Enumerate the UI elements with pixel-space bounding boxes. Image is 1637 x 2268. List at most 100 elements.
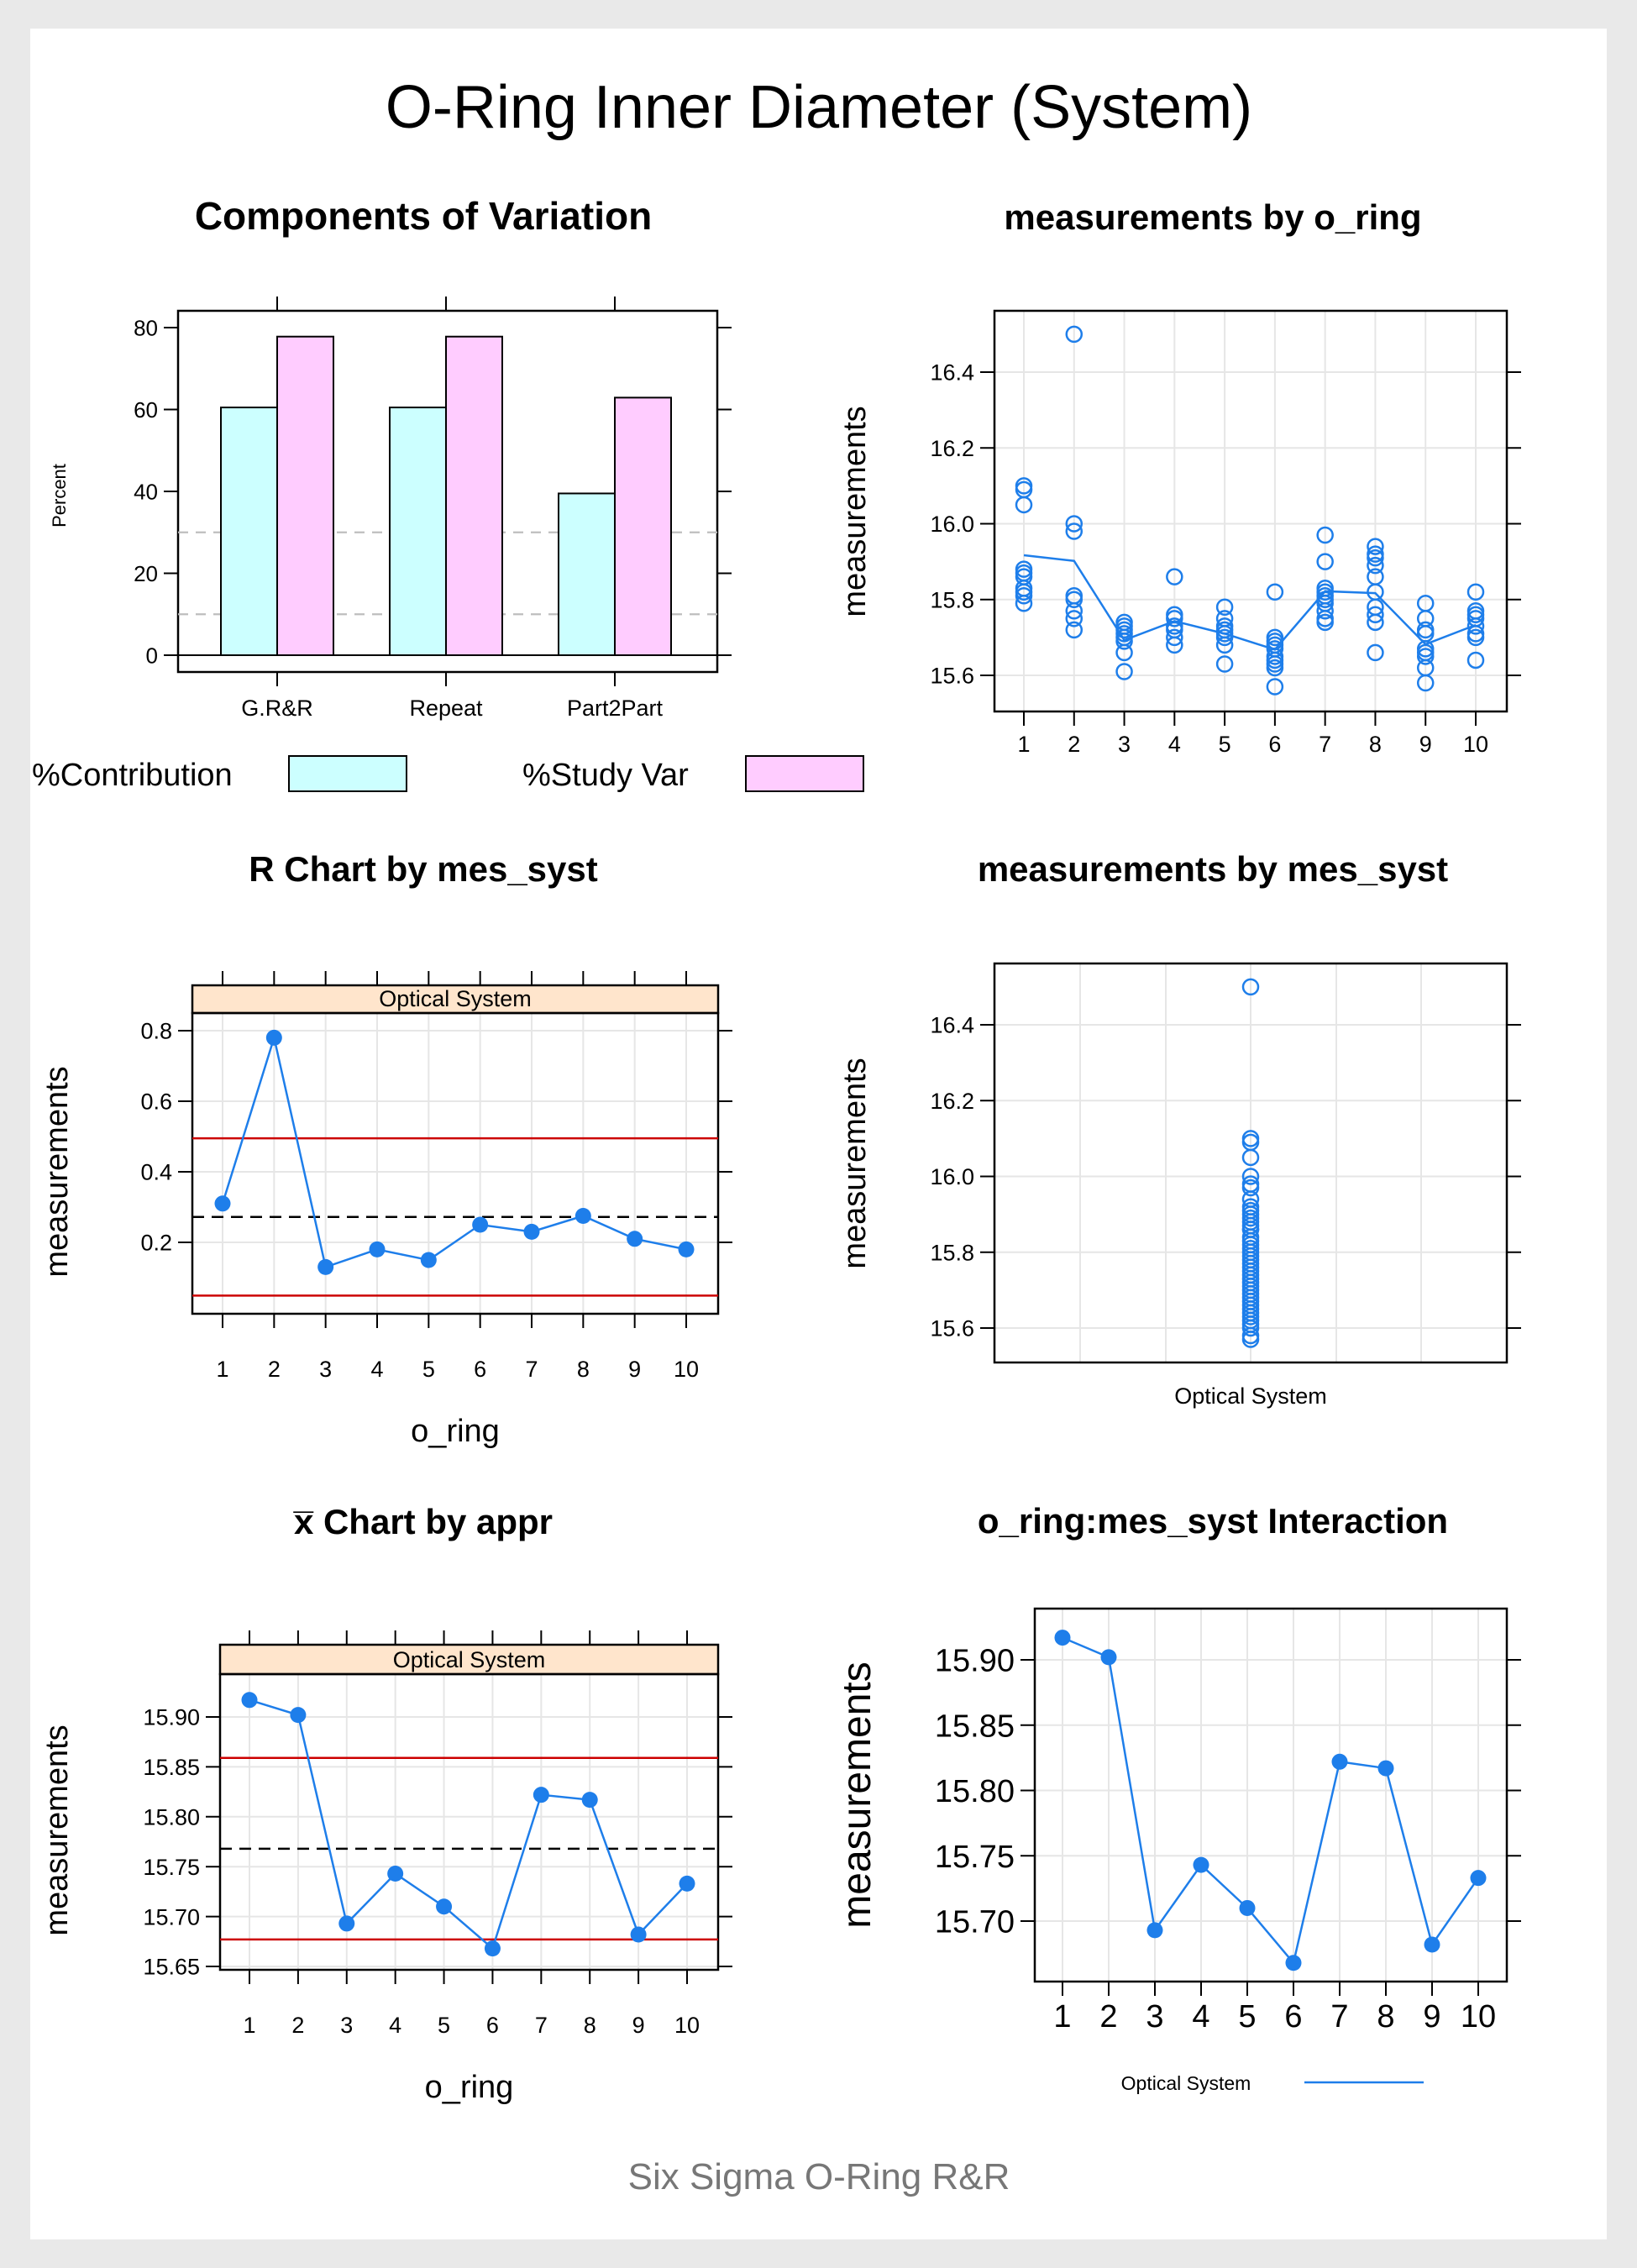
r-chart-xtick-label: 5: [422, 1357, 435, 1382]
xbar-chart-series-line: [249, 1698, 688, 1950]
xbar-chart-xtick-label: 4: [389, 2013, 401, 2038]
interaction-xtick-label: 2: [1099, 1999, 1117, 2034]
interaction-ytick-label: 15.90: [935, 1644, 1015, 1679]
by-syst-ylabel: measurements: [837, 1058, 873, 1268]
xbar-chart: x̅ Chart by appr Optical System 15.65 15.7…: [39, 1502, 732, 2105]
r-chart-point: [265, 1029, 282, 1046]
xbar-chart-xtick-label: 8: [584, 2013, 596, 2038]
interaction-xtick-label: 4: [1192, 1999, 1209, 2034]
measurement-point: [1215, 598, 1234, 617]
r-chart-xlabel: o_ring: [411, 1414, 500, 1449]
components-ytick-label: 0: [146, 643, 158, 668]
bar-study-var: [276, 335, 334, 656]
strip-header: [218, 1643, 720, 1676]
r-chart-ytick-label: 0.4: [140, 1160, 172, 1185]
xbar-chart-point: [630, 1926, 647, 1943]
r-chart-xtick-label: 1: [216, 1357, 228, 1382]
by-oring-xtick-label: 4: [1168, 732, 1181, 757]
r-chart-xtick-label: 10: [674, 1357, 699, 1382]
xbar-chart-point: [533, 1787, 549, 1803]
measurement-point: [1215, 636, 1234, 654]
components-ytick-label: 20: [134, 561, 158, 586]
main-title: O-Ring Inner Diameter (System): [386, 74, 1252, 141]
r-chart-title: R Chart by mes_syst: [249, 849, 598, 889]
category-label: Optical System: [1174, 1383, 1327, 1409]
r-chart-ytick-label: 0.6: [140, 1089, 172, 1115]
interaction-xtick-label: 3: [1146, 1999, 1163, 2034]
measurement-point: [1241, 1179, 1260, 1197]
xbar-chart-point: [484, 1940, 501, 1957]
measurement-point: [1115, 633, 1133, 650]
interaction-series-line: [1062, 1636, 1480, 1966]
measurement-point: [1166, 636, 1183, 654]
xbar-chart-ytick-label: 15.75: [143, 1855, 200, 1880]
measurement-point: [1241, 978, 1260, 996]
interaction-point: [1424, 1936, 1440, 1953]
measurement-point: [1241, 1319, 1260, 1337]
by-oring-xtick-label: 3: [1118, 732, 1131, 757]
by-oring-xtick-label: 9: [1419, 732, 1432, 757]
strip-label: Optical System: [379, 986, 532, 1011]
interaction-point: [1331, 1753, 1348, 1770]
by-oring-title: measurements by o_ring: [1004, 197, 1421, 237]
bar-contribution: [558, 492, 616, 656]
xbar-chart-xtick-label: 10: [674, 2013, 700, 2038]
legend-swatch-contribution: [288, 755, 407, 792]
r-chart-point: [575, 1208, 591, 1224]
by-oring-ytick-label: 16.2: [930, 436, 974, 461]
xbar-chart-xtick-label: 6: [486, 2013, 499, 2038]
by-oring-xtick-label: 7: [1319, 732, 1331, 757]
measurement-point: [1466, 651, 1485, 669]
measurement-point: [1065, 602, 1083, 620]
measurement-point: [1065, 325, 1083, 344]
measurement-point: [1015, 496, 1033, 514]
interaction-xtick-label: 9: [1423, 1999, 1440, 2034]
interaction-plot-frame: [1033, 1607, 1508, 1983]
xbar-chart-xtick-label: 2: [291, 2013, 304, 2038]
xbar-chart-point: [436, 1898, 453, 1915]
r-chart-xtick-label: 3: [319, 1357, 332, 1382]
measurement-point: [1166, 568, 1183, 585]
r-chart-ytick-label: 0.8: [140, 1019, 172, 1044]
bar-contribution: [389, 407, 447, 656]
measurements-by-oring-chart: measurements by o_ring 15.6 15.8 16.0 16.2 1…: [837, 197, 1521, 757]
measurement-point: [1241, 1331, 1260, 1348]
by-oring-xtick-label: 6: [1268, 732, 1281, 757]
measurement-point: [1416, 648, 1435, 665]
xbar-chart-ytick-label: 15.65: [143, 1955, 200, 1980]
components-ylabel: Percent: [49, 464, 70, 528]
interaction-xtick-label: 1: [1053, 1999, 1071, 2034]
r-chart-plot-frame: [191, 1011, 720, 1315]
xbar-chart-ytick-label: 15.80: [143, 1805, 200, 1830]
r-chart-xtick-label: 9: [628, 1357, 641, 1382]
r-chart-xtick-label: 7: [525, 1357, 538, 1382]
r-chart-point: [369, 1241, 386, 1257]
interaction-title: o_ring:mes_syst Interaction: [978, 1501, 1448, 1541]
measurement-point: [1065, 621, 1083, 639]
xbar-chart-ytick-label: 15.85: [143, 1755, 200, 1780]
r-chart-point: [214, 1195, 231, 1212]
interaction-point: [1377, 1760, 1394, 1777]
by-oring-ytick-label: 16.0: [930, 512, 974, 537]
by-oring-ytick-label: 15.8: [930, 587, 974, 612]
measurement-point: [1015, 586, 1033, 605]
xbar-chart-ylabel: measurements: [39, 1725, 75, 1935]
r-chart-point: [472, 1216, 489, 1233]
measurement-point: [1316, 553, 1334, 570]
measurement-point: [1241, 1148, 1260, 1167]
r-chart-xtick-label: 8: [577, 1357, 590, 1382]
legend-label-optical-system: Optical System: [1121, 2072, 1251, 2094]
measurement-point: [1266, 583, 1284, 601]
r-chart-ylabel: measurements: [39, 1066, 75, 1277]
components-ytick-label: 60: [134, 397, 158, 423]
category-label: G.R&R: [241, 696, 313, 721]
interaction-ytick-label: 15.75: [935, 1840, 1015, 1875]
by-syst-ytick-label: 15.8: [930, 1240, 974, 1265]
mean-line: [1023, 554, 1477, 651]
interaction-xtick-label: 10: [1461, 1999, 1496, 2034]
xbar-chart-point: [679, 1875, 695, 1892]
measurement-point: [1241, 1168, 1260, 1185]
footer-text: Six Sigma O-Ring R&R: [628, 2156, 1010, 2197]
measurement-point: [1215, 655, 1234, 673]
